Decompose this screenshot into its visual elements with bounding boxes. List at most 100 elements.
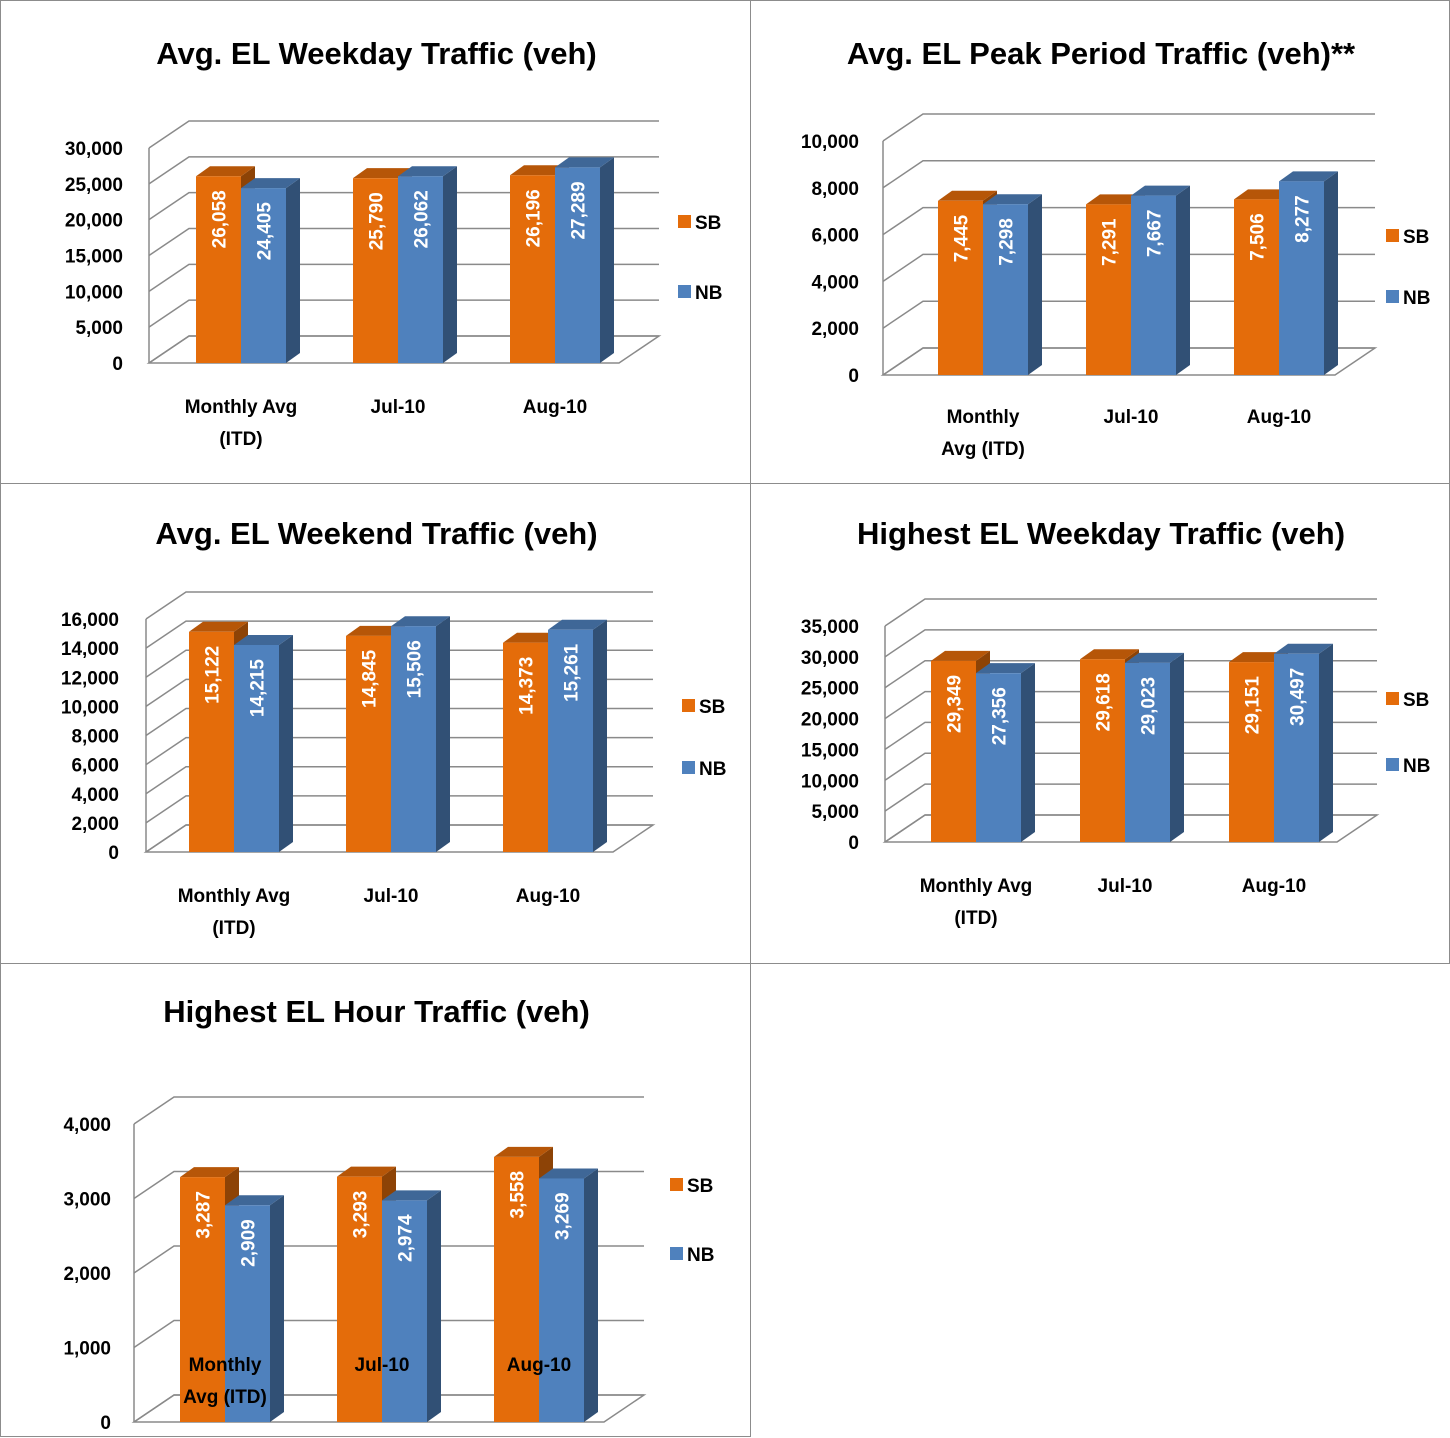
x-tick-label: Jul-10 <box>1098 876 1153 897</box>
legend-swatch-sb <box>1386 229 1399 242</box>
bar-top-sb <box>180 1167 239 1178</box>
bar-top-sb <box>1229 652 1288 663</box>
bar-top-sb <box>494 1146 553 1157</box>
x-tick-line: Jul-10 <box>1098 876 1153 897</box>
x-tick-line: Avg (ITD) <box>941 439 1025 460</box>
chart-svg-highest-weekday: Highest EL Weekday Traffic (veh) 0 5,000 10… <box>801 516 1431 929</box>
y-tick-label: 4,000 <box>63 1115 111 1136</box>
bar-nb <box>1131 195 1176 375</box>
x-tick-line: (ITD) <box>212 918 255 939</box>
x-tick-label: Aug-10 <box>507 1355 571 1376</box>
x-tick-label: Jul-10 <box>1104 407 1159 428</box>
bar-top-sb <box>1080 649 1139 660</box>
y-tick-label: 0 <box>100 1413 111 1434</box>
gridline <box>148 120 659 149</box>
x-tick-line: Aug-10 <box>507 1355 571 1376</box>
bar-sb <box>503 642 548 852</box>
legend-swatch-nb <box>1386 290 1399 303</box>
bar-nb <box>976 673 1021 842</box>
bar-side-nb <box>584 1168 598 1422</box>
bar-nb <box>234 644 279 852</box>
data-label: 3,558 <box>508 1171 529 1219</box>
bar-side-nb <box>286 178 300 363</box>
gridline <box>145 766 653 795</box>
y-tick-label: 6,000 <box>811 226 859 247</box>
y-tick-label: 25,000 <box>65 175 123 196</box>
bar-top-nb <box>241 178 300 189</box>
bar-nb <box>391 626 436 852</box>
bar-nb <box>1125 662 1170 842</box>
legend-swatch-nb <box>1386 758 1399 771</box>
x-tick-line: Monthly <box>947 407 1020 428</box>
y-tick-label: 35,000 <box>801 617 859 638</box>
bar-sb <box>180 1177 225 1422</box>
bar-top-sb <box>1234 189 1293 200</box>
chart-floor <box>143 824 656 853</box>
bar-top-sb <box>196 166 255 177</box>
data-label: 15,122 <box>203 646 224 704</box>
bar-side-nb <box>1324 171 1338 375</box>
gridline <box>145 591 653 620</box>
bar-top-nb <box>391 616 450 627</box>
gridline <box>882 253 1375 283</box>
chart-title: Highest EL Hour Traffic (veh) <box>163 994 590 1029</box>
bar-top-sb <box>503 632 562 643</box>
x-tick-label: Aug-10 <box>1247 407 1311 428</box>
chart-floor <box>882 814 1380 843</box>
bar-top-nb <box>398 166 457 177</box>
legend-label-nb: NB <box>1403 756 1430 777</box>
data-label: 7,506 <box>1248 213 1269 261</box>
x-tick-label: Jul-10 <box>355 1355 410 1376</box>
chart-title: Avg. EL Weekend Traffic (veh) <box>155 516 597 551</box>
chart-title: Avg. EL Peak Period Traffic (veh)** <box>847 36 1356 71</box>
bar-top-sb <box>931 650 990 661</box>
bar-sb <box>353 178 398 363</box>
data-label: 27,289 <box>569 181 590 239</box>
data-label: 14,215 <box>248 659 269 718</box>
bar-side-nb <box>593 619 607 852</box>
bar-side-nb <box>443 166 457 363</box>
bar-top-nb <box>983 194 1042 205</box>
x-tick-label: Monthly Avg (ITD) <box>183 1355 267 1408</box>
y-tick-label: 15,000 <box>65 247 123 268</box>
gridline <box>145 649 653 678</box>
chart-title: Highest EL Weekday Traffic (veh) <box>857 516 1345 551</box>
data-label: 3,293 <box>351 1191 372 1239</box>
bar-side-nb <box>270 1195 284 1422</box>
bar-sb <box>196 176 241 363</box>
y-tick-label: 0 <box>112 354 123 375</box>
gridline <box>882 113 1375 142</box>
x-tick-line: Monthly Avg <box>185 397 298 418</box>
bar-top-sb <box>189 621 248 632</box>
data-label: 2,974 <box>396 1214 417 1262</box>
y-tick-label: 5,000 <box>75 318 123 339</box>
bar-top-nb <box>539 1168 598 1179</box>
gridline <box>148 227 659 257</box>
bar-top-nb <box>382 1190 441 1201</box>
legend-swatch-nb <box>678 285 691 298</box>
bar-nb <box>382 1200 427 1422</box>
y-tick-label: 10,000 <box>801 771 859 792</box>
y-tick-label: 6,000 <box>71 756 119 777</box>
bar-side-nb <box>1176 185 1190 375</box>
chart-svg-weekday: Avg. EL Weekday Traffic (veh) 0 5,000 10,00… <box>65 36 723 450</box>
gridline <box>145 795 653 824</box>
x-tick-label: Monthly Avg (ITD) <box>178 886 291 939</box>
y-tick-label: 20,000 <box>65 211 123 232</box>
y-tick-label: 15,000 <box>801 740 859 761</box>
y-tick-label: 2,000 <box>63 1264 111 1285</box>
x-tick-line: Monthly Avg <box>178 886 291 907</box>
data-label: 29,618 <box>1094 673 1115 731</box>
gridline <box>884 629 1377 658</box>
gridline <box>148 263 659 292</box>
x-tick-line: (ITD) <box>954 908 997 929</box>
y-tick-label: 10,000 <box>61 697 119 718</box>
bar-sb <box>1086 204 1131 375</box>
gridline <box>882 160 1375 189</box>
bar-sb <box>494 1156 539 1422</box>
y-tick-label: 0 <box>848 833 859 854</box>
data-label: 25,790 <box>367 192 388 250</box>
bar-nb <box>555 167 600 363</box>
x-tick-line: Monthly <box>189 1355 262 1376</box>
bar-top-nb <box>976 663 1035 674</box>
